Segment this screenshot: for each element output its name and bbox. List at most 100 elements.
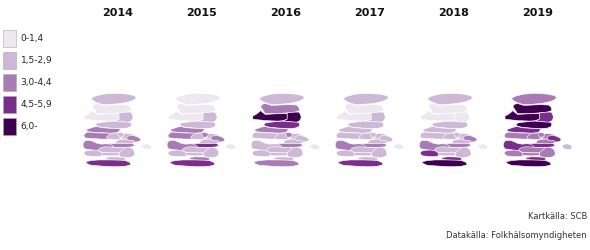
- Polygon shape: [168, 150, 186, 157]
- Polygon shape: [83, 140, 113, 151]
- Polygon shape: [211, 136, 225, 142]
- Polygon shape: [394, 144, 404, 150]
- Polygon shape: [119, 148, 135, 158]
- Polygon shape: [507, 126, 541, 133]
- Polygon shape: [273, 157, 293, 160]
- Polygon shape: [548, 136, 561, 142]
- Polygon shape: [539, 148, 555, 158]
- Polygon shape: [99, 147, 127, 153]
- Polygon shape: [336, 132, 363, 139]
- Polygon shape: [252, 150, 270, 157]
- Text: 4,5-5,9: 4,5-5,9: [21, 100, 53, 109]
- Polygon shape: [455, 148, 471, 158]
- Polygon shape: [421, 110, 455, 121]
- Polygon shape: [527, 132, 546, 138]
- Polygon shape: [339, 126, 373, 133]
- Polygon shape: [191, 133, 205, 140]
- Polygon shape: [295, 136, 309, 142]
- Polygon shape: [562, 144, 572, 150]
- Polygon shape: [176, 104, 215, 114]
- Polygon shape: [463, 136, 477, 142]
- Polygon shape: [226, 144, 236, 150]
- Text: 2016: 2016: [270, 8, 301, 18]
- Polygon shape: [167, 140, 197, 151]
- Polygon shape: [200, 139, 219, 144]
- Polygon shape: [441, 157, 461, 160]
- Polygon shape: [443, 133, 457, 140]
- Polygon shape: [107, 132, 125, 138]
- Bar: [3, 118, 16, 135]
- Text: 1,5-2,9: 1,5-2,9: [21, 56, 53, 65]
- Text: 0-1,4: 0-1,4: [21, 34, 44, 43]
- Polygon shape: [536, 139, 555, 144]
- Polygon shape: [283, 112, 301, 122]
- Polygon shape: [251, 140, 281, 151]
- Bar: [3, 74, 16, 91]
- Polygon shape: [259, 93, 304, 105]
- Polygon shape: [86, 126, 120, 133]
- Polygon shape: [180, 121, 215, 128]
- Text: 2015: 2015: [186, 8, 217, 18]
- Polygon shape: [519, 152, 539, 156]
- Polygon shape: [373, 134, 387, 139]
- Polygon shape: [435, 152, 455, 156]
- Polygon shape: [379, 136, 393, 142]
- Polygon shape: [339, 160, 383, 167]
- Polygon shape: [175, 93, 220, 105]
- Polygon shape: [357, 157, 378, 160]
- Text: 6,0-: 6,0-: [21, 122, 38, 131]
- Polygon shape: [199, 112, 217, 122]
- Polygon shape: [359, 132, 378, 138]
- Polygon shape: [189, 143, 219, 148]
- Polygon shape: [183, 152, 203, 156]
- Polygon shape: [261, 104, 300, 114]
- Polygon shape: [348, 121, 384, 128]
- Polygon shape: [105, 143, 135, 148]
- Polygon shape: [84, 150, 102, 157]
- Polygon shape: [115, 112, 133, 122]
- Polygon shape: [525, 143, 555, 148]
- Text: 2017: 2017: [354, 8, 385, 18]
- Polygon shape: [267, 152, 287, 156]
- Polygon shape: [541, 134, 555, 139]
- Polygon shape: [351, 147, 379, 153]
- Polygon shape: [264, 121, 300, 128]
- Polygon shape: [343, 93, 388, 105]
- Text: 2014: 2014: [102, 8, 133, 18]
- Polygon shape: [345, 104, 384, 114]
- Polygon shape: [519, 147, 548, 153]
- Bar: [3, 96, 16, 113]
- Polygon shape: [96, 121, 132, 128]
- Polygon shape: [516, 121, 552, 128]
- Polygon shape: [99, 152, 119, 156]
- Polygon shape: [93, 104, 132, 114]
- Polygon shape: [273, 143, 303, 148]
- Polygon shape: [336, 150, 354, 157]
- Text: 2019: 2019: [522, 8, 553, 18]
- Polygon shape: [284, 139, 303, 144]
- Polygon shape: [513, 104, 552, 114]
- Polygon shape: [419, 140, 449, 151]
- Polygon shape: [435, 147, 463, 153]
- Polygon shape: [120, 134, 135, 139]
- Polygon shape: [512, 93, 556, 105]
- Polygon shape: [105, 157, 125, 160]
- Polygon shape: [84, 110, 119, 121]
- Polygon shape: [420, 150, 438, 157]
- Polygon shape: [289, 134, 303, 139]
- Polygon shape: [276, 132, 293, 138]
- Polygon shape: [351, 152, 371, 156]
- Polygon shape: [444, 132, 461, 138]
- Polygon shape: [275, 133, 289, 140]
- Polygon shape: [253, 110, 287, 121]
- Text: 2018: 2018: [438, 8, 469, 18]
- Polygon shape: [337, 110, 371, 121]
- Polygon shape: [252, 132, 280, 139]
- Polygon shape: [168, 132, 195, 139]
- Polygon shape: [504, 150, 522, 157]
- Polygon shape: [84, 132, 112, 139]
- Polygon shape: [457, 134, 471, 139]
- Polygon shape: [504, 132, 532, 139]
- Polygon shape: [503, 140, 533, 151]
- Text: Kartkälla: SCB: Kartkälla: SCB: [527, 212, 587, 221]
